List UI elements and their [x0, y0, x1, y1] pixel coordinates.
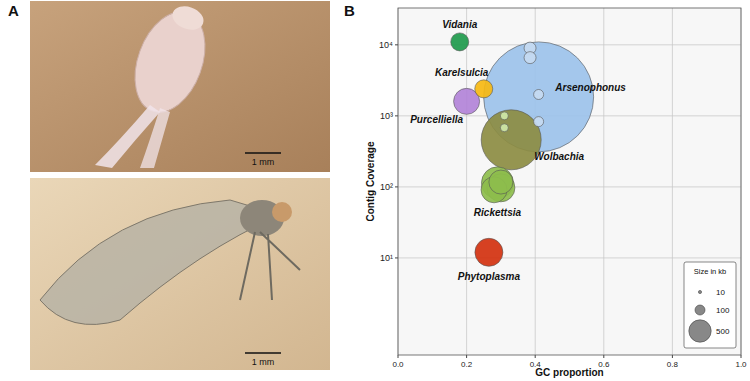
size-legend-label: 10: [716, 288, 725, 297]
grid-line: [398, 257, 741, 258]
nymph-body: [122, 2, 218, 122]
bubble: [475, 80, 493, 98]
y-tick-label: 10³: [380, 111, 393, 121]
adult-legs: [240, 232, 300, 300]
bubble: [475, 238, 503, 266]
size-legend-box: [684, 262, 736, 348]
size-legend-circle: [698, 290, 701, 293]
bubble: [534, 117, 544, 127]
photo-nymph: [30, 1, 330, 172]
bubble-label: Wolbachia: [534, 151, 584, 162]
plot-frame: [398, 8, 741, 355]
bubble: [481, 110, 541, 170]
x-tick-label: 0.8: [667, 360, 679, 369]
panel-label: A: [8, 2, 19, 19]
x-tick-label: 0.0: [392, 360, 404, 369]
tick: [395, 257, 398, 258]
plot-background: [398, 8, 741, 355]
tick: [466, 355, 467, 358]
adult-eye: [272, 202, 292, 222]
bubble-label: Purcelliella: [410, 114, 463, 125]
y-tick-label: 10²: [380, 182, 393, 192]
scale-bar: [245, 152, 281, 154]
size-legend-label: 500: [716, 327, 730, 336]
tick: [395, 115, 398, 116]
nymph-head: [169, 2, 207, 34]
bubble: [524, 52, 536, 64]
tick: [672, 355, 673, 358]
scale-bar-label: 1 mm: [252, 157, 275, 167]
tick: [395, 186, 398, 187]
bubble-label: Rickettsia: [474, 207, 522, 218]
photo-adult: [30, 178, 330, 370]
bubble-label: Vidania: [442, 19, 478, 30]
tick: [398, 355, 399, 358]
scale-bar: [245, 352, 281, 354]
y-tick-label: 10¹: [380, 253, 393, 263]
tick: [741, 355, 742, 358]
y-tick-label: 10⁴: [379, 40, 393, 50]
figure: A1 mm1 mmB0.00.20.40.60.81.010¹10²10³10⁴…: [0, 0, 750, 381]
tick: [535, 355, 536, 358]
size-legend-circle: [695, 305, 705, 315]
size-legend-title: Size in kb: [694, 267, 727, 276]
bubble-label: Phytoplasma: [458, 271, 521, 282]
panel-label: B: [344, 2, 355, 19]
grid-line: [398, 186, 741, 187]
x-axis-title: GC proportion: [535, 367, 603, 378]
tick: [603, 355, 604, 358]
size-legend-circle: [689, 320, 711, 342]
bubble-label: Karelsulcia: [435, 67, 489, 78]
grid-line: [398, 44, 741, 45]
bubble: [500, 112, 508, 120]
grid-line: [603, 8, 604, 355]
grid-line: [466, 8, 467, 355]
scale-bar-label: 1 mm: [252, 357, 275, 367]
grid-line: [672, 8, 673, 355]
bubble: [534, 89, 544, 99]
nymph-wax: [140, 108, 170, 168]
x-tick-label: 0.2: [461, 360, 473, 369]
size-legend-label: 100: [716, 306, 730, 315]
y-axis-title: Contig Coverage: [365, 141, 376, 221]
bubble: [500, 124, 508, 132]
bubble-label: Arsenophonus: [554, 82, 626, 93]
bubble: [451, 33, 469, 51]
x-tick-label: 1.0: [735, 360, 747, 369]
tick: [395, 44, 398, 45]
bubble: [489, 170, 513, 194]
